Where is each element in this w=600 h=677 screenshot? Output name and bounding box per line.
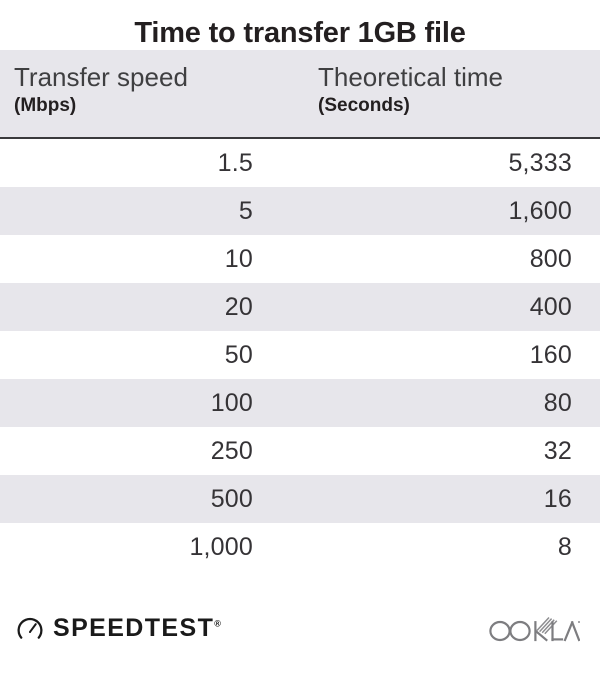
ookla-wordmark-icon <box>489 616 580 642</box>
column-header-transfer-speed-unit: (Mbps) <box>14 94 77 116</box>
cell-transfer-speed: 20 <box>224 292 253 321</box>
table-row: 250 32 <box>0 427 600 475</box>
table-row: 5 1,600 <box>0 187 600 235</box>
cell-transfer-speed: 10 <box>224 244 253 273</box>
cell-theoretical-time: 400 <box>529 292 572 321</box>
ookla-logo <box>488 613 580 643</box>
table-body: 1.5 5,333 5 1,600 10 800 20 400 50 160 1… <box>0 139 600 571</box>
footer: SPEEDTEST® <box>0 587 600 677</box>
transfer-time-table: Transfer speed (Mbps) Theoretical time (… <box>0 50 600 571</box>
cell-theoretical-time: 16 <box>543 484 572 513</box>
column-header-transfer-speed: Transfer speed (Mbps) <box>0 50 300 137</box>
speedtest-logo: SPEEDTEST® <box>16 614 221 642</box>
page-title: Time to transfer 1GB file <box>134 17 466 49</box>
cell-theoretical-time: 32 <box>543 436 572 465</box>
table-header-row: Transfer speed (Mbps) Theoretical time (… <box>0 50 600 139</box>
cell-transfer-speed: 5 <box>238 196 253 225</box>
table-row: 50 160 <box>0 331 600 379</box>
cell-transfer-speed: 1,000 <box>189 532 253 561</box>
cell-theoretical-time: 800 <box>529 244 572 273</box>
cell-theoretical-time: 160 <box>529 340 572 369</box>
speedtest-wordmark: SPEEDTEST® <box>53 613 221 642</box>
table-row: 500 16 <box>0 475 600 523</box>
speedtest-wordmark-text: SPEEDTEST <box>53 613 215 642</box>
table-row: 1.5 5,333 <box>0 139 600 187</box>
cell-theoretical-time: 5,333 <box>508 148 572 177</box>
cell-transfer-speed: 50 <box>224 340 253 369</box>
speedometer-icon <box>17 617 43 639</box>
cell-transfer-speed: 100 <box>210 388 253 417</box>
cell-transfer-speed: 500 <box>210 484 253 513</box>
cell-theoretical-time: 80 <box>543 388 572 417</box>
table-row: 10 800 <box>0 235 600 283</box>
column-header-theoretical-time: Theoretical time (Seconds) <box>300 50 600 137</box>
column-header-transfer-speed-main: Transfer speed <box>14 62 188 92</box>
table-row: 100 80 <box>0 379 600 427</box>
cell-transfer-speed: 250 <box>210 436 253 465</box>
cell-theoretical-time: 1,600 <box>508 196 572 225</box>
column-header-theoretical-time-main: Theoretical time <box>318 62 503 92</box>
cell-transfer-speed: 1.5 <box>217 148 253 177</box>
cell-theoretical-time: 8 <box>557 532 572 561</box>
table-row: 1,000 8 <box>0 523 600 571</box>
table-row: 20 400 <box>0 283 600 331</box>
registered-trademark-mark: ® <box>214 618 221 629</box>
column-header-theoretical-time-unit: (Seconds) <box>318 94 410 116</box>
